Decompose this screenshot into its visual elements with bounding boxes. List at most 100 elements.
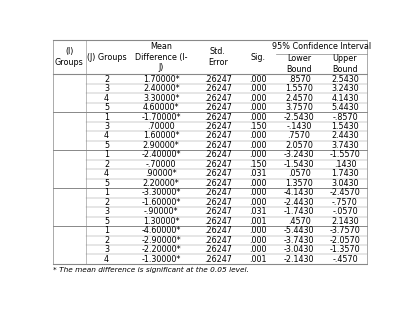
Text: .000: .000 bbox=[249, 179, 267, 188]
Text: 1.60000*: 1.60000* bbox=[143, 132, 180, 141]
Text: -2.4430: -2.4430 bbox=[284, 198, 314, 207]
Text: 3: 3 bbox=[104, 245, 109, 254]
Text: .001: .001 bbox=[249, 217, 267, 226]
Text: .26247: .26247 bbox=[204, 198, 232, 207]
Text: 2.1430: 2.1430 bbox=[331, 217, 359, 226]
Text: -2.90000*: -2.90000* bbox=[142, 236, 181, 245]
Text: -2.0570: -2.0570 bbox=[330, 236, 360, 245]
Text: .000: .000 bbox=[249, 112, 267, 122]
Text: 4: 4 bbox=[104, 132, 109, 141]
Text: .26247: .26247 bbox=[204, 255, 232, 264]
Text: -2.20000*: -2.20000* bbox=[142, 245, 181, 254]
Text: .150: .150 bbox=[249, 160, 267, 169]
Text: 1: 1 bbox=[104, 112, 109, 122]
Text: -1.60000*: -1.60000* bbox=[142, 198, 181, 207]
Text: -.4570: -.4570 bbox=[332, 255, 358, 264]
Text: 95% Confidence Interval: 95% Confidence Interval bbox=[272, 42, 371, 51]
Text: -4.60000*: -4.60000* bbox=[142, 226, 181, 235]
Text: (J) Groups: (J) Groups bbox=[87, 53, 126, 62]
Text: 2.4570: 2.4570 bbox=[285, 93, 313, 102]
Text: 2.0570: 2.0570 bbox=[285, 141, 313, 150]
Text: -3.7430: -3.7430 bbox=[284, 236, 314, 245]
Text: -.1430: -.1430 bbox=[286, 122, 312, 131]
Text: 1.5430: 1.5430 bbox=[331, 122, 359, 131]
Text: .001: .001 bbox=[249, 255, 267, 264]
Text: 1.5570: 1.5570 bbox=[285, 84, 313, 93]
Text: .90000*: .90000* bbox=[146, 169, 177, 178]
Text: Sig.: Sig. bbox=[250, 53, 265, 62]
Text: .0570: .0570 bbox=[288, 169, 310, 178]
Text: .26247: .26247 bbox=[204, 132, 232, 141]
Text: .26247: .26247 bbox=[204, 217, 232, 226]
Text: .000: .000 bbox=[249, 84, 267, 93]
Text: Lower
Bound: Lower Bound bbox=[286, 54, 312, 74]
Text: -3.7570: -3.7570 bbox=[330, 226, 360, 235]
Text: 5: 5 bbox=[104, 179, 109, 188]
Text: Upper
Bound: Upper Bound bbox=[332, 54, 358, 74]
Text: .26247: .26247 bbox=[204, 169, 232, 178]
Text: -4.1430: -4.1430 bbox=[284, 188, 314, 197]
Text: 1: 1 bbox=[104, 151, 109, 160]
Text: .000: .000 bbox=[249, 132, 267, 141]
Text: 2: 2 bbox=[104, 198, 109, 207]
Text: -5.4430: -5.4430 bbox=[284, 226, 314, 235]
Text: -3.2430: -3.2430 bbox=[284, 151, 314, 160]
Text: .4570: .4570 bbox=[288, 217, 310, 226]
Text: -.7570: -.7570 bbox=[332, 198, 358, 207]
Text: .26247: .26247 bbox=[204, 236, 232, 245]
Text: -3.30000*: -3.30000* bbox=[142, 188, 181, 197]
Text: 1: 1 bbox=[104, 226, 109, 235]
Text: -1.5430: -1.5430 bbox=[284, 160, 314, 169]
Text: 1.70000*: 1.70000* bbox=[143, 74, 180, 83]
Text: .26247: .26247 bbox=[204, 112, 232, 122]
Text: -2.5430: -2.5430 bbox=[284, 112, 315, 122]
Text: 2: 2 bbox=[104, 74, 109, 83]
Text: 3.7430: 3.7430 bbox=[331, 141, 359, 150]
Text: .000: .000 bbox=[249, 93, 267, 102]
Text: 5.4430: 5.4430 bbox=[331, 103, 359, 112]
Text: 3.2430: 3.2430 bbox=[331, 84, 359, 93]
Text: 3.30000*: 3.30000* bbox=[143, 93, 180, 102]
Text: .000: .000 bbox=[249, 245, 267, 254]
Text: -1.5570: -1.5570 bbox=[330, 151, 360, 160]
Text: Mean
Difference (I-
J): Mean Difference (I- J) bbox=[135, 42, 187, 72]
Text: -1.30000*: -1.30000* bbox=[142, 255, 181, 264]
Text: .26247: .26247 bbox=[204, 141, 232, 150]
Text: (I)
Groups: (I) Groups bbox=[55, 48, 84, 67]
Text: -1.3570: -1.3570 bbox=[330, 245, 360, 254]
Text: 1.7430: 1.7430 bbox=[331, 169, 359, 178]
Text: .26247: .26247 bbox=[204, 188, 232, 197]
Text: .26247: .26247 bbox=[204, 245, 232, 254]
Text: .26247: .26247 bbox=[204, 160, 232, 169]
Text: .70000: .70000 bbox=[147, 122, 175, 131]
Text: 4: 4 bbox=[104, 169, 109, 178]
Text: 4: 4 bbox=[104, 93, 109, 102]
Text: 4: 4 bbox=[104, 255, 109, 264]
Text: .7570: .7570 bbox=[288, 132, 310, 141]
Text: 1: 1 bbox=[104, 188, 109, 197]
Text: -3.0430: -3.0430 bbox=[284, 245, 314, 254]
Text: 2.4430: 2.4430 bbox=[331, 132, 359, 141]
Text: 3.0430: 3.0430 bbox=[331, 179, 359, 188]
Text: 2.40000*: 2.40000* bbox=[143, 84, 180, 93]
Text: 3.7570: 3.7570 bbox=[285, 103, 313, 112]
Text: 5: 5 bbox=[104, 141, 109, 150]
Text: 3: 3 bbox=[104, 122, 109, 131]
Text: -1.7430: -1.7430 bbox=[284, 207, 314, 216]
Text: -2.4570: -2.4570 bbox=[330, 188, 360, 197]
Text: .031: .031 bbox=[249, 207, 267, 216]
Text: .000: .000 bbox=[249, 151, 267, 160]
Text: -.0570: -.0570 bbox=[332, 207, 358, 216]
Text: .000: .000 bbox=[249, 226, 267, 235]
Text: .26247: .26247 bbox=[204, 84, 232, 93]
Text: -.8570: -.8570 bbox=[332, 112, 358, 122]
Text: .000: .000 bbox=[249, 74, 267, 83]
Text: -2.1430: -2.1430 bbox=[284, 255, 314, 264]
Text: 1.3570: 1.3570 bbox=[285, 179, 313, 188]
Text: 4.60000*: 4.60000* bbox=[143, 103, 180, 112]
Text: 2: 2 bbox=[104, 160, 109, 169]
Text: .26247: .26247 bbox=[204, 93, 232, 102]
Text: .26247: .26247 bbox=[204, 226, 232, 235]
Text: .150: .150 bbox=[249, 122, 267, 131]
Text: 5: 5 bbox=[104, 103, 109, 112]
